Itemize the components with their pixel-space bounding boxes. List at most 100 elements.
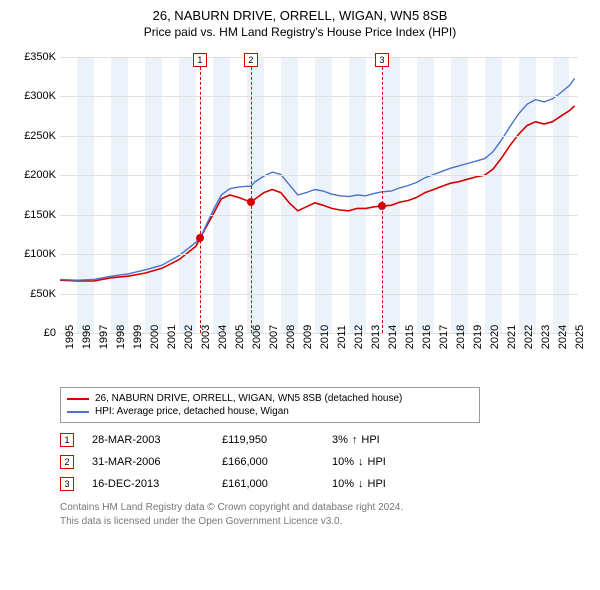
y-tick-label: £0	[44, 327, 56, 339]
x-axis: 1995199619971998199920002001200220032004…	[60, 333, 578, 377]
series-hpi	[60, 78, 575, 280]
x-tick-label: 2007	[268, 325, 280, 349]
sale-marker-line	[251, 57, 252, 333]
y-tick-label: £350K	[24, 51, 56, 63]
sale-marker-box: 2	[244, 53, 258, 67]
y-axis: £0£50K£100K£150K£200K£250K£300K£350K	[12, 57, 60, 333]
sale-date: 16-DEC-2013	[92, 478, 222, 490]
gridline	[60, 215, 578, 216]
x-tick-label: 2013	[370, 325, 382, 349]
x-tick-label: 2022	[523, 325, 535, 349]
y-tick-label: £150K	[24, 209, 56, 221]
x-tick-label: 2024	[557, 325, 569, 349]
legend-swatch	[67, 411, 89, 413]
chart-container: 26, NABURN DRIVE, ORRELL, WIGAN, WN5 8SB…	[0, 0, 600, 536]
chart-subtitle: Price paid vs. HM Land Registry's House …	[12, 25, 588, 39]
sale-price: £166,000	[222, 456, 332, 468]
footer-line-2: This data is licensed under the Open Gov…	[60, 515, 588, 529]
x-tick-label: 2003	[200, 325, 212, 349]
x-tick-label: 2009	[302, 325, 314, 349]
sale-marker-line	[382, 57, 383, 333]
footer: Contains HM Land Registry data © Crown c…	[60, 501, 588, 528]
y-tick-label: £300K	[24, 90, 56, 102]
x-tick-label: 2019	[472, 325, 484, 349]
line-series	[60, 57, 578, 333]
y-tick-label: £250K	[24, 130, 56, 142]
sale-marker-dot	[378, 202, 386, 210]
sale-row: 2 31-MAR-2006£166,00010% ↓ HPI	[60, 451, 588, 473]
chart: £0£50K£100K£150K£200K£250K£300K£350K 123…	[12, 47, 588, 377]
sale-delta: 10% ↓ HPI	[332, 456, 386, 468]
x-tick-label: 2011	[336, 325, 348, 349]
legend-item: 26, NABURN DRIVE, ORRELL, WIGAN, WN5 8SB…	[67, 392, 473, 405]
chart-title: 26, NABURN DRIVE, ORRELL, WIGAN, WN5 8SB	[12, 8, 588, 23]
x-tick-label: 2017	[438, 325, 450, 349]
sale-date: 31-MAR-2006	[92, 456, 222, 468]
sale-marker-box: 3	[375, 53, 389, 67]
arrow-down-icon: ↓	[358, 478, 364, 490]
x-tick-label: 2015	[404, 325, 416, 349]
x-tick-label: 2020	[489, 325, 501, 349]
x-tick-label: 2001	[166, 325, 178, 349]
x-tick-label: 2023	[540, 325, 552, 349]
gridline	[60, 57, 578, 58]
sale-delta-pct: 3%	[332, 434, 348, 446]
sale-number-box: 1	[60, 433, 74, 447]
x-tick-label: 2018	[455, 325, 467, 349]
title-block: 26, NABURN DRIVE, ORRELL, WIGAN, WN5 8SB…	[12, 8, 588, 39]
y-tick-label: £50K	[30, 288, 56, 300]
gridline	[60, 294, 578, 295]
sale-marker-line	[200, 57, 201, 333]
x-tick-label: 1996	[81, 325, 93, 349]
gridline	[60, 175, 578, 176]
x-tick-label: 1995	[64, 325, 76, 349]
x-tick-label: 1998	[115, 325, 127, 349]
sale-marker-dot	[196, 234, 204, 242]
sale-number-box: 2	[60, 455, 74, 469]
sales-table: 128-MAR-2003£119,9503%↑HPI231-MAR-2006£1…	[60, 429, 588, 495]
x-tick-label: 2016	[421, 325, 433, 349]
x-tick-label: 1999	[132, 325, 144, 349]
sale-delta-pct: 10%	[332, 456, 354, 468]
gridline	[60, 254, 578, 255]
x-tick-label: 2000	[149, 325, 161, 349]
legend: 26, NABURN DRIVE, ORRELL, WIGAN, WN5 8SB…	[60, 387, 480, 423]
footer-line-1: Contains HM Land Registry data © Crown c…	[60, 501, 588, 515]
x-tick-label: 2014	[387, 325, 399, 349]
x-tick-label: 2005	[234, 325, 246, 349]
plot-area: 123	[60, 57, 578, 333]
legend-swatch	[67, 398, 89, 400]
legend-label: 26, NABURN DRIVE, ORRELL, WIGAN, WN5 8SB…	[95, 393, 402, 404]
sale-row: 1 28-MAR-2003£119,9503% ↑HPI	[60, 429, 588, 451]
x-tick-label: 2012	[353, 325, 365, 349]
sale-marker-dot	[247, 198, 255, 206]
arrow-up-icon: ↑	[352, 434, 358, 446]
x-tick-label: 1997	[98, 325, 110, 349]
sale-row: 3 16-DEC-2013£161,00010% ↓ HPI	[60, 473, 588, 495]
sale-delta: 3% ↑HPI	[332, 434, 380, 446]
x-tick-label: 2021	[506, 325, 518, 349]
sale-date: 28-MAR-2003	[92, 434, 222, 446]
x-tick-label: 2025	[574, 325, 586, 349]
x-tick-label: 2002	[183, 325, 195, 349]
sale-delta-suffix: HPI	[361, 434, 379, 446]
legend-item: HPI: Average price, detached house, Wiga…	[67, 405, 473, 418]
y-tick-label: £200K	[24, 169, 56, 181]
sale-number-box: 3	[60, 477, 74, 491]
sale-price: £161,000	[222, 478, 332, 490]
sale-delta-pct: 10%	[332, 478, 354, 490]
sale-delta-suffix: HPI	[368, 456, 386, 468]
sale-marker-box: 1	[193, 53, 207, 67]
gridline	[60, 96, 578, 97]
sale-price: £119,950	[222, 434, 332, 446]
gridline	[60, 136, 578, 137]
sale-delta-suffix: HPI	[368, 478, 386, 490]
arrow-down-icon: ↓	[358, 456, 364, 468]
x-tick-label: 2008	[285, 325, 297, 349]
x-tick-label: 2010	[319, 325, 331, 349]
legend-label: HPI: Average price, detached house, Wiga…	[95, 406, 289, 417]
x-tick-label: 2004	[217, 325, 229, 349]
x-tick-label: 2006	[251, 325, 263, 349]
y-tick-label: £100K	[24, 248, 56, 260]
sale-delta: 10% ↓ HPI	[332, 478, 386, 490]
